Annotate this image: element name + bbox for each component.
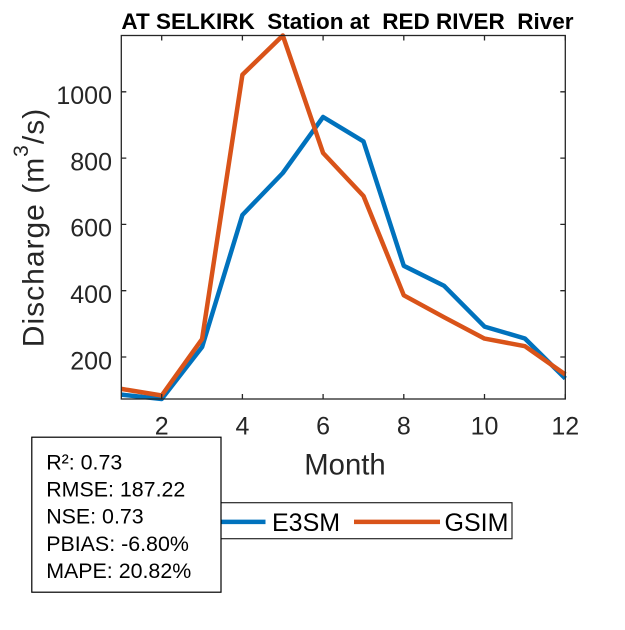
- svg-text:6: 6: [316, 413, 330, 441]
- svg-text:Discharge (m3/s): Discharge (m3/s): [10, 108, 51, 347]
- svg-text:E3SM: E3SM: [272, 509, 340, 537]
- svg-text:1000: 1000: [56, 82, 112, 110]
- svg-text:4: 4: [235, 413, 249, 441]
- svg-text:PBIAS: -6.80%: PBIAS: -6.80%: [46, 532, 189, 556]
- svg-text:12: 12: [551, 413, 579, 441]
- svg-text:8: 8: [397, 413, 411, 441]
- svg-text:10: 10: [471, 413, 499, 441]
- svg-text:RMSE: 187.22: RMSE: 187.22: [46, 478, 185, 502]
- svg-text:Month: Month: [304, 448, 385, 481]
- svg-text:MAPE: 20.82%: MAPE: 20.82%: [46, 559, 191, 583]
- svg-text:2: 2: [155, 413, 169, 441]
- svg-text:R²: 0.73: R²: 0.73: [46, 450, 122, 474]
- svg-text:600: 600: [70, 215, 112, 243]
- svg-text:NSE: 0.73: NSE: 0.73: [46, 505, 144, 529]
- svg-text:GSIM: GSIM: [445, 509, 509, 537]
- svg-text:AT SELKIRK Station at RED RI: AT SELKIRK Station at RED RIVER River: [121, 9, 573, 34]
- svg-text:400: 400: [70, 281, 112, 309]
- svg-text:800: 800: [70, 148, 112, 176]
- svg-text:200: 200: [70, 347, 112, 375]
